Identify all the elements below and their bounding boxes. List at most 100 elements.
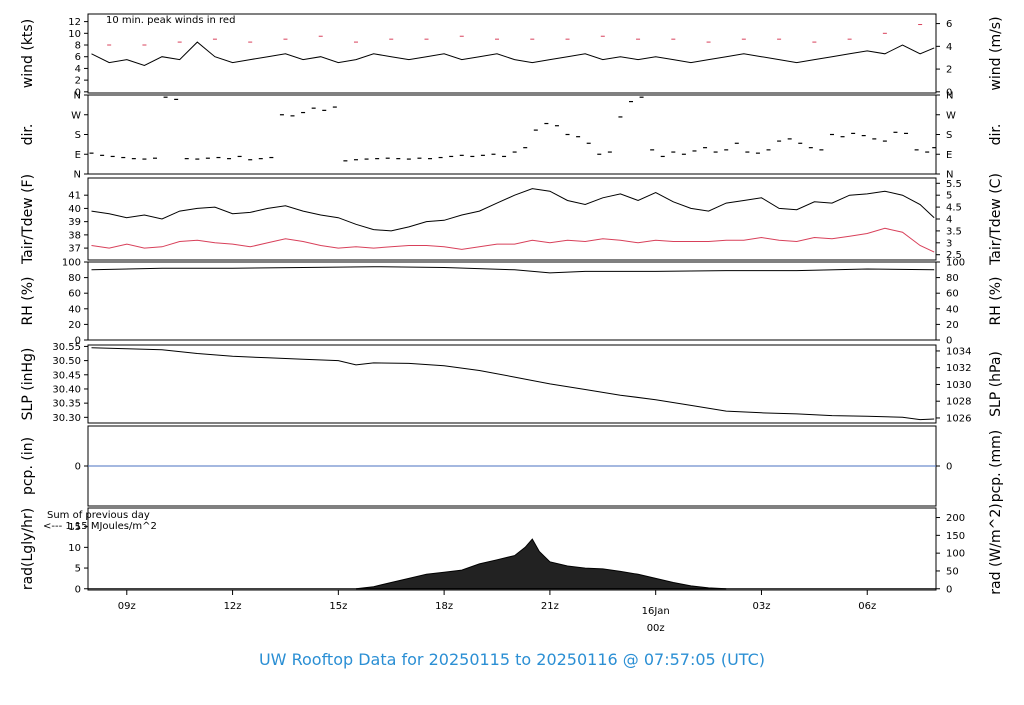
wind-left-tick-label: 0	[75, 87, 81, 98]
wind-speed-line	[91, 41, 935, 67]
wind-plot-area	[91, 24, 935, 67]
wind-peak-annotation: 10 min. peak winds in red	[106, 15, 235, 26]
tair-line	[91, 188, 935, 232]
dir-left-tick-label: E	[75, 150, 81, 161]
dir-plot-area	[89, 96, 936, 162]
rh-left-tick-label: 20	[68, 320, 81, 331]
rh-left-axis-label: RH (%)	[20, 277, 36, 326]
temp-right-tick-label: 5	[946, 191, 952, 202]
rad-right-tick-label: 150	[946, 531, 965, 542]
slp-line	[91, 347, 935, 421]
slp-right-tick-label: 1028	[946, 397, 971, 408]
time-tick-label: 18z	[435, 601, 453, 612]
rh-right-tick-label: 100	[946, 258, 965, 269]
dir-left-tick-label: W	[71, 110, 81, 121]
temp-right-tick-label: 4.5	[946, 203, 962, 214]
rad-plot-area	[88, 538, 936, 590]
dir-right-tick-label: N	[946, 170, 953, 181]
slp-left-tick-label: 30.45	[52, 370, 81, 381]
temp-left-axis-label: Tair/Tdew (F)	[20, 174, 36, 265]
slp-right-tick-label: 1030	[946, 380, 971, 391]
dir-right-tick-label: W	[946, 110, 956, 121]
slp-plot-area	[91, 347, 935, 421]
radiation-area	[355, 538, 727, 590]
time-tick-label: 09z	[118, 601, 136, 612]
dir-right-tick-label: E	[946, 150, 952, 161]
rad-left-tick-label: 15	[68, 522, 81, 533]
slp-right-tick-label: 1032	[946, 363, 971, 374]
rad-sum-annotation: Sum of previous day	[47, 510, 150, 521]
dir-left-tick-label: S	[75, 130, 81, 141]
temp-panel-frame	[87, 177, 937, 261]
rad-sum-value: <--- 1.15 MJoules/m^2	[43, 521, 157, 532]
temp-left-tick-label: 41	[68, 191, 81, 202]
date-label: 16Jan	[642, 606, 670, 617]
temp-left-tick-label: 38	[68, 230, 81, 241]
slp-left-tick-label: 30.40	[52, 384, 81, 395]
rad-left-axis-label: rad(Lgly/hr)	[20, 508, 36, 590]
temp-right-tick-label: 3.5	[946, 226, 962, 237]
pcp-left-axis-label: pcp. (in)	[20, 437, 36, 495]
rad-panel-frame	[87, 507, 937, 591]
pcp-left-tick-label: 0	[75, 462, 81, 473]
dir-left-tick-label: N	[74, 170, 81, 181]
rh-right-tick-label: 60	[946, 289, 959, 300]
temp-left-tick-label: 39	[68, 217, 81, 228]
wind-left-tick-label: 8	[75, 41, 81, 52]
temp-right-tick-label: 3	[946, 238, 952, 249]
rad-right-tick-label: 100	[946, 549, 965, 560]
temp-left-tick-label: 37	[68, 244, 81, 255]
slp-right-tick-label: 1034	[946, 346, 971, 357]
slp-left-axis-label: SLP (inHg)	[20, 348, 36, 421]
temp-right-tick-label: 5.5	[946, 179, 962, 190]
rad-left-tick-label: 5	[75, 564, 81, 575]
date-hour-label: 00z	[647, 623, 665, 634]
wind-right-axis-label: wind (m/s)	[988, 16, 1004, 90]
rad-right-axis-label: rad (W/m^2)	[988, 503, 1004, 594]
rh-plot-area	[91, 266, 935, 274]
rh-left-tick-label: 100	[62, 258, 81, 269]
time-tick-label: 06z	[858, 601, 876, 612]
slp-right-axis-label: SLP (hPa)	[988, 351, 1004, 417]
rad-right-tick-label: 200	[946, 513, 965, 524]
time-tick-label: 12z	[224, 601, 242, 612]
rad-left-tick-label: 0	[75, 584, 81, 595]
rh-right-tick-label: 40	[946, 304, 959, 315]
temp-right-tick-label: 4	[946, 215, 952, 226]
rad-right-tick-label: 50	[946, 566, 959, 577]
rh-panel-frame	[87, 261, 937, 341]
wind-left-tick-label: 12	[68, 17, 81, 28]
rh-right-tick-label: 80	[946, 273, 959, 284]
rad-left-tick-label: 10	[68, 543, 81, 554]
rh-left-tick-label: 0	[75, 336, 81, 347]
time-tick-label: 03z	[752, 601, 770, 612]
slp-left-tick-label: 30.35	[52, 399, 81, 410]
wind-right-tick-label: 2	[946, 65, 952, 76]
dir-left-axis-label: dir.	[20, 124, 36, 146]
slp-panel-frame	[87, 344, 937, 424]
wind-right-tick-label: 0	[946, 87, 952, 98]
tdew-line	[91, 227, 935, 253]
dir-right-tick-label: N	[946, 91, 953, 102]
pcp-right-tick-label: 0	[946, 462, 952, 473]
slp-right-tick-label: 1026	[946, 413, 971, 424]
wind-left-tick-label: 2	[75, 76, 81, 87]
rh-right-axis-label: RH (%)	[988, 277, 1004, 326]
time-tick-label: 21z	[541, 601, 559, 612]
rh-left-tick-label: 60	[68, 289, 81, 300]
dir-panel-frame	[87, 94, 937, 175]
rh-right-tick-label: 20	[946, 320, 959, 331]
chart-title: UW Rooftop Data for 20250115 to 20250116…	[259, 650, 765, 669]
wind-left-tick-label: 4	[75, 64, 81, 75]
temp-plot-area	[91, 188, 935, 253]
wind-right-tick-label: 6	[946, 19, 952, 30]
slp-left-tick-label: 30.30	[52, 413, 81, 424]
dir-right-tick-label: S	[946, 130, 952, 141]
dir-right-axis-label: dir.	[988, 124, 1004, 146]
wind-panel-frame	[87, 13, 937, 94]
slp-left-tick-label: 30.50	[52, 356, 81, 367]
pcp-right-axis-label: pcp. (mm)	[988, 430, 1004, 503]
temp-right-axis-label: Tair/Tdew (C)	[988, 173, 1004, 266]
rh-left-tick-label: 40	[68, 304, 81, 315]
